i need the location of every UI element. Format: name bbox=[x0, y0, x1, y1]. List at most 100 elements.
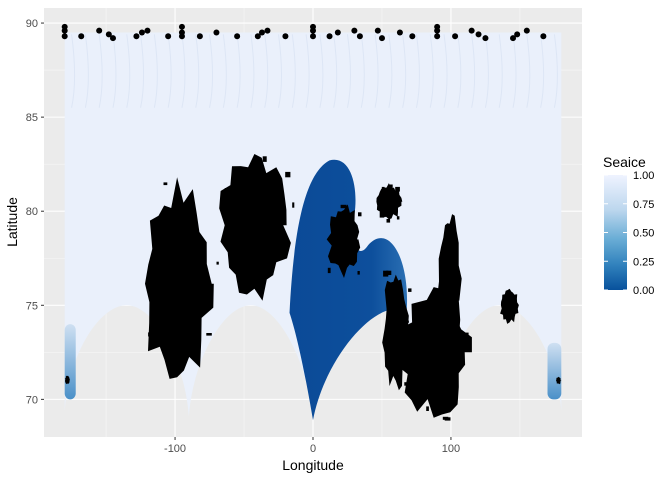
land-speck bbox=[389, 184, 393, 189]
legend-label: 1.00 bbox=[633, 170, 654, 182]
ice-texture-line bbox=[429, 34, 434, 108]
ice-texture-line bbox=[512, 34, 517, 108]
land-speck bbox=[430, 323, 434, 329]
ice-texture-line bbox=[346, 34, 351, 108]
ice-texture-line bbox=[195, 34, 200, 108]
data-point bbox=[96, 27, 103, 34]
y-axis: 70 75 80 85 90 bbox=[26, 18, 44, 406]
data-point bbox=[254, 33, 261, 40]
ice-texture-line bbox=[319, 34, 324, 108]
mid-ice-edges bbox=[64, 324, 562, 400]
data-point bbox=[514, 31, 521, 38]
data-point bbox=[282, 33, 289, 40]
land-speck bbox=[264, 241, 269, 246]
land-masses bbox=[64, 154, 562, 421]
land-speck bbox=[444, 417, 451, 421]
data-point bbox=[482, 35, 489, 42]
land-speck bbox=[330, 256, 334, 260]
data-point bbox=[144, 27, 151, 34]
land-speck bbox=[237, 256, 243, 261]
land-speck bbox=[390, 354, 396, 359]
data-point bbox=[61, 27, 68, 34]
land-speck bbox=[434, 379, 438, 384]
land-speck bbox=[404, 320, 409, 323]
data-point bbox=[351, 27, 358, 34]
ice-texture-line bbox=[305, 34, 310, 108]
y-tick-label: 70 bbox=[26, 394, 38, 406]
x-tick-label: -100 bbox=[164, 443, 186, 455]
ice-texture-line bbox=[471, 34, 476, 108]
ice-texture-line bbox=[98, 34, 103, 108]
land-speck bbox=[206, 333, 212, 336]
land-speck bbox=[445, 400, 448, 405]
ice-texture-line bbox=[402, 34, 407, 108]
land-speck bbox=[404, 382, 409, 386]
legend-label: 0.00 bbox=[633, 285, 654, 297]
ice-texture-line bbox=[443, 34, 448, 108]
land-speck bbox=[394, 343, 398, 348]
ice-texture-line bbox=[112, 34, 117, 108]
data-point bbox=[105, 31, 112, 38]
ice-texture-line bbox=[126, 34, 131, 108]
data-point bbox=[165, 33, 172, 40]
ice-texture-line bbox=[209, 34, 214, 108]
land-speck bbox=[340, 204, 347, 209]
ice-texture-line bbox=[181, 34, 186, 108]
land-speck bbox=[148, 332, 153, 337]
y-tick-label: 85 bbox=[26, 112, 38, 124]
ice-texture-line bbox=[415, 34, 420, 108]
data-point bbox=[396, 29, 403, 36]
land-speck bbox=[379, 212, 385, 218]
land-speck bbox=[292, 202, 295, 208]
land-speck bbox=[199, 251, 203, 257]
legend-title: Seaice bbox=[603, 154, 646, 170]
data-point bbox=[234, 33, 241, 40]
land-speck bbox=[168, 280, 174, 285]
data-point bbox=[109, 35, 116, 42]
ice-texture-line bbox=[140, 34, 145, 108]
data-point bbox=[196, 33, 203, 40]
legend: Seaice 1.00 0.75 0.50 0.25 0.00 bbox=[603, 154, 654, 297]
ice-texture-line bbox=[167, 34, 172, 108]
ice-texture-line bbox=[250, 34, 255, 108]
data-point bbox=[452, 33, 459, 40]
ice-texture-line bbox=[291, 34, 296, 108]
land-speck bbox=[216, 261, 219, 265]
land-speck bbox=[224, 188, 229, 191]
land-speck bbox=[285, 171, 291, 178]
data-point bbox=[510, 35, 517, 42]
ice-texture-line bbox=[333, 34, 338, 108]
ice-texture-line bbox=[540, 34, 545, 108]
land-speck bbox=[389, 204, 392, 209]
x-axis-title: Longitude bbox=[282, 457, 344, 473]
land-siberia-coast bbox=[396, 287, 472, 418]
land-svalbard bbox=[326, 204, 361, 278]
mid-ice-edge bbox=[547, 342, 562, 400]
legend-ticks: 1.00 0.75 0.50 0.25 0.00 bbox=[604, 170, 654, 297]
land-speck bbox=[396, 216, 400, 220]
land-speck bbox=[167, 312, 172, 315]
ice-texture-line bbox=[236, 34, 241, 108]
ice-texture-line bbox=[153, 34, 158, 108]
data-point bbox=[434, 27, 441, 34]
ice-texture-line bbox=[222, 34, 227, 108]
land-speck bbox=[358, 212, 362, 217]
land-speck bbox=[396, 329, 400, 333]
data-point bbox=[540, 33, 547, 40]
data-point bbox=[213, 29, 220, 36]
legend-colorbar bbox=[604, 175, 627, 290]
ice-texture-line bbox=[264, 34, 269, 108]
land-alaska-coast bbox=[64, 375, 71, 385]
land-speck bbox=[381, 186, 385, 190]
land-speck bbox=[188, 231, 195, 235]
land-speck bbox=[245, 210, 250, 214]
ice-texture bbox=[71, 34, 558, 108]
x-tick-label: 0 bbox=[310, 443, 316, 455]
legend-label: 0.75 bbox=[633, 199, 654, 211]
y-tick-label: 80 bbox=[26, 206, 38, 218]
y-axis-title: Latitude bbox=[4, 197, 20, 247]
land-speck bbox=[386, 219, 391, 223]
land-speck bbox=[262, 156, 267, 162]
ice-texture-line bbox=[360, 34, 365, 108]
